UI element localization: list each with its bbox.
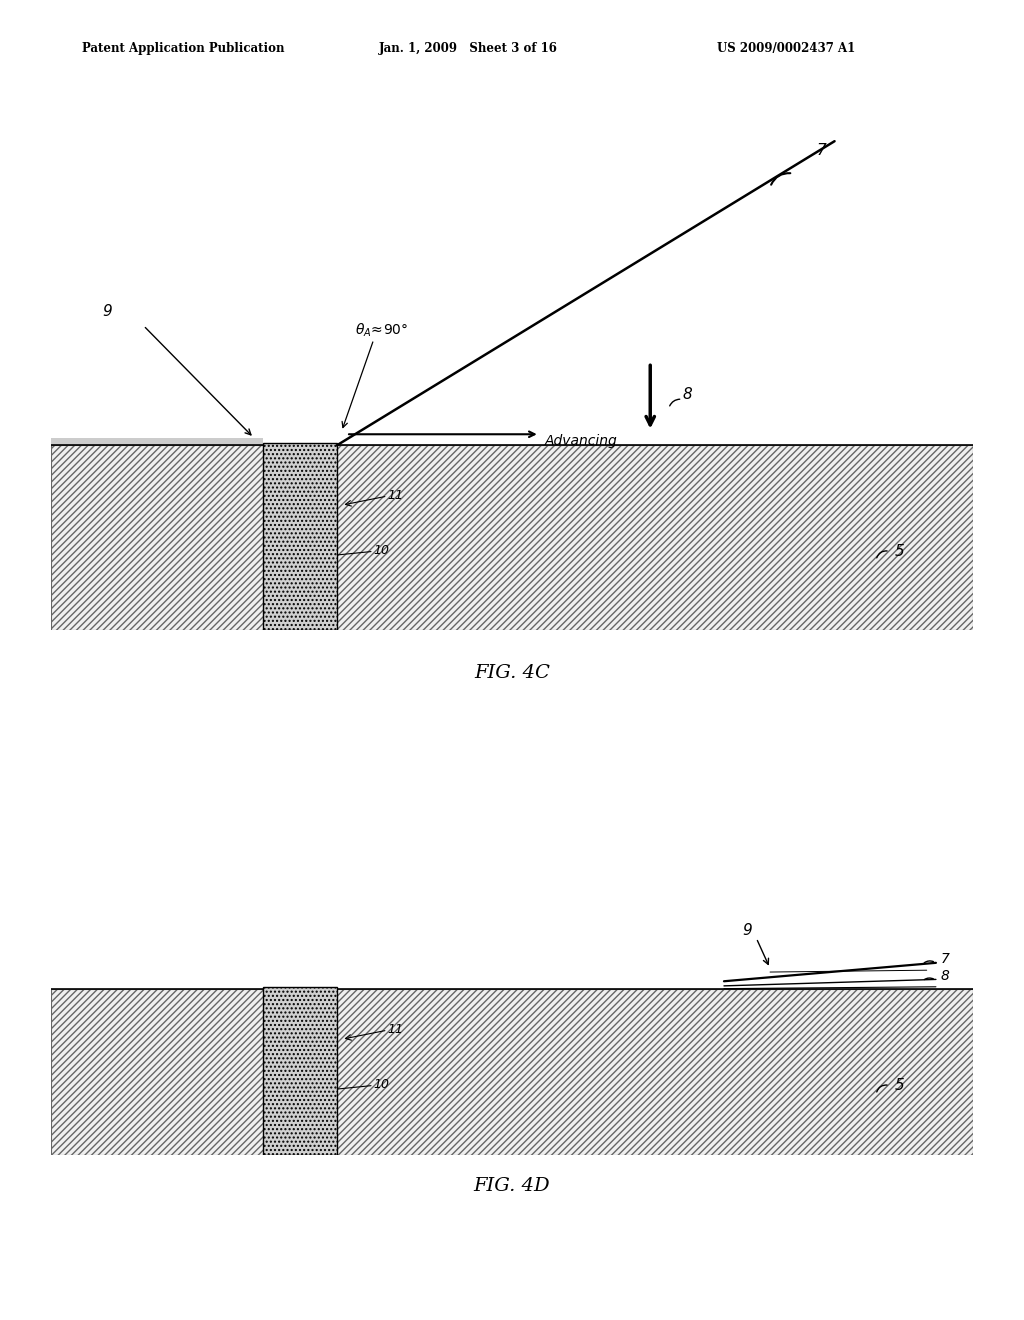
- Text: US 2009/0002437 A1: US 2009/0002437 A1: [717, 42, 855, 55]
- Text: 8: 8: [941, 969, 949, 983]
- Text: 11: 11: [388, 488, 403, 502]
- Bar: [51, 989, 973, 1155]
- Text: 7: 7: [941, 952, 949, 966]
- Bar: [263, 987, 337, 1155]
- Text: Patent Application Publication: Patent Application Publication: [82, 42, 285, 55]
- Text: FIG. 4D: FIG. 4D: [474, 1177, 550, 1196]
- Text: 8: 8: [683, 387, 692, 403]
- Bar: [51, 438, 263, 445]
- Text: 9: 9: [742, 923, 753, 939]
- Text: 11: 11: [388, 1023, 403, 1036]
- Text: 10: 10: [374, 1078, 390, 1092]
- Text: FIG. 4C: FIG. 4C: [474, 664, 550, 682]
- Text: Jan. 1, 2009   Sheet 3 of 16: Jan. 1, 2009 Sheet 3 of 16: [379, 42, 558, 55]
- Bar: [263, 444, 337, 630]
- Text: 5: 5: [895, 1078, 904, 1093]
- Text: 10: 10: [374, 544, 390, 557]
- Text: 5: 5: [895, 544, 904, 558]
- Text: 9: 9: [102, 305, 112, 319]
- Text: $\theta_A\!\approx\!90°$: $\theta_A\!\approx\!90°$: [355, 322, 409, 339]
- Text: Advancing: Advancing: [545, 434, 617, 449]
- Bar: [51, 445, 973, 630]
- Text: 7: 7: [816, 143, 826, 158]
